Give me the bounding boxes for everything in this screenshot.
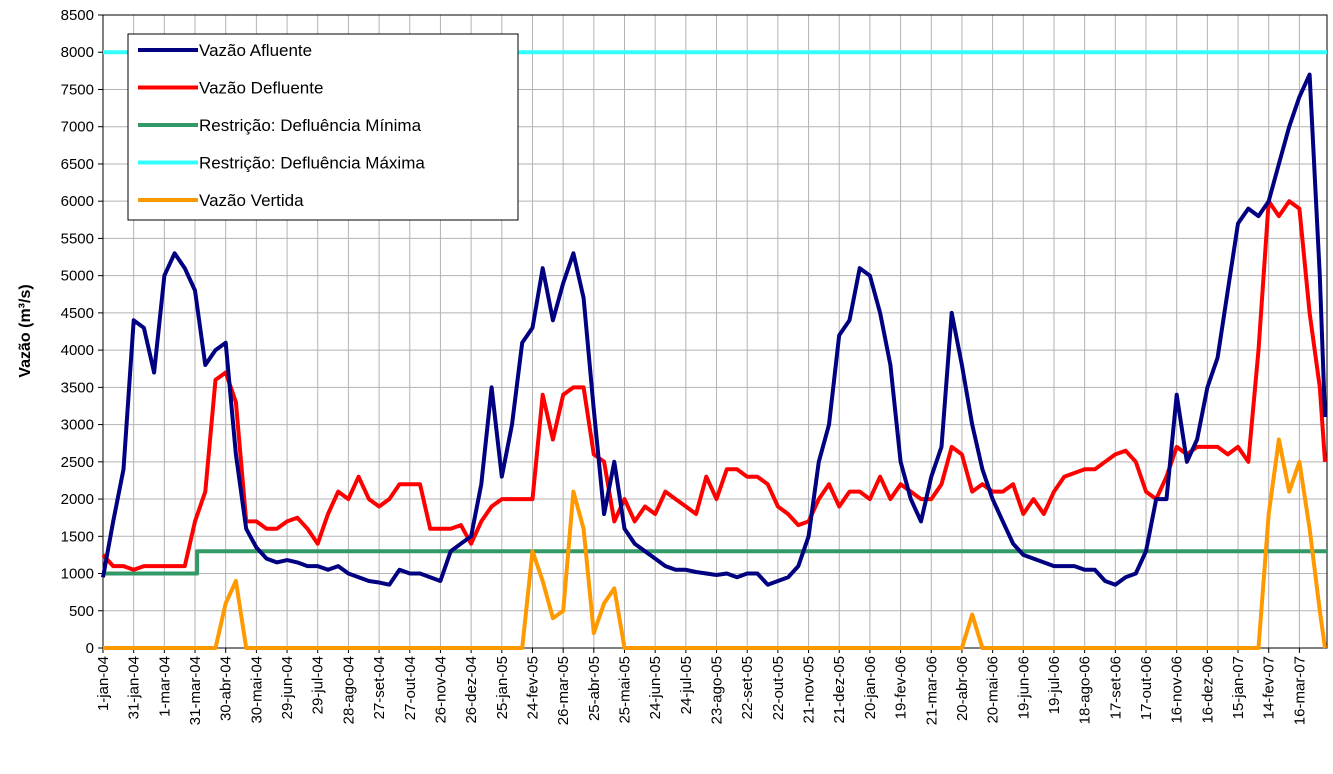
y-tick-label: 6500 — [61, 156, 94, 173]
x-tick-label: 21-nov-05 — [801, 656, 818, 724]
x-tick-label: 1-mar-04 — [156, 656, 173, 717]
y-tick-label: 0 — [86, 640, 94, 657]
y-tick-label: 2500 — [61, 454, 94, 471]
y-tick-label: 8000 — [61, 44, 94, 61]
y-tick-label: 2000 — [61, 491, 94, 508]
x-tick-label: 20-jan-06 — [862, 656, 879, 719]
x-tick-label: 31-jan-04 — [126, 656, 143, 719]
y-tick-label: 3500 — [61, 379, 94, 396]
x-tick-label: 19-jun-06 — [1015, 656, 1032, 719]
y-tick-label: 4500 — [61, 305, 94, 322]
x-tick-label: 14-fev-07 — [1261, 656, 1278, 719]
legend-label: Vazão Defluente — [199, 79, 323, 98]
x-tick-label: 16-mar-07 — [1291, 656, 1308, 725]
y-tick-label: 5500 — [61, 230, 94, 247]
x-tick-label: 23-ago-05 — [709, 656, 726, 724]
y-tick-label: 6000 — [61, 193, 94, 210]
y-tick-label: 7000 — [61, 119, 94, 136]
y-tick-label: 1500 — [61, 528, 94, 545]
legend-label: Restrição: Defluência Máxima — [199, 154, 425, 173]
x-tick-label: 22-set-05 — [739, 656, 756, 719]
x-tick-label: 31-mar-04 — [187, 656, 204, 725]
x-tick-label: 17-set-06 — [1107, 656, 1124, 719]
series-line — [101, 199, 1327, 572]
y-tick-label: 7500 — [61, 81, 94, 98]
y-tick-label: 4000 — [61, 342, 94, 359]
x-tick-label: 25-mai-05 — [617, 656, 634, 724]
series-line — [103, 437, 1327, 650]
y-axis-label: Vazão (m³/s) — [17, 284, 34, 377]
y-tick-label: 500 — [69, 603, 94, 620]
x-tick-label: 29-jul-04 — [310, 656, 327, 714]
x-tick-label: 21-dez-05 — [831, 656, 848, 724]
x-tick-label: 1-jan-04 — [95, 656, 112, 711]
x-tick-label: 25-jan-05 — [494, 656, 511, 719]
x-tick-label: 24-jun-05 — [647, 656, 664, 719]
legend-label: Vazão Afluente — [199, 41, 312, 60]
x-tick-label: 17-out-06 — [1138, 656, 1155, 720]
x-tick-label: 26-dez-04 — [463, 656, 480, 724]
legend-label: Vazão Vertida — [199, 191, 304, 210]
x-tick-label: 30-abr-04 — [218, 656, 235, 721]
series-line — [103, 549, 1327, 576]
x-tick-label: 26-mar-05 — [555, 656, 572, 725]
x-tick-label: 26-nov-04 — [432, 656, 449, 724]
x-tick-label: 24-jul-05 — [678, 656, 695, 714]
x-tick-label: 30-mai-04 — [248, 656, 265, 724]
x-tick-label: 20-mai-06 — [985, 656, 1002, 724]
x-tick-label: 15-jan-07 — [1230, 656, 1247, 719]
x-tick-label: 18-ago-06 — [1077, 656, 1094, 724]
y-tick-label: 5000 — [61, 268, 94, 285]
x-tick-label: 21-mar-06 — [923, 656, 940, 725]
x-tick-label: 19-fev-06 — [893, 656, 910, 719]
series-line — [101, 72, 1327, 587]
legend-label: Restrição: Defluência Mínima — [199, 116, 422, 135]
x-tick-label: 16-dez-06 — [1199, 656, 1216, 724]
x-tick-label: 27-out-04 — [402, 656, 419, 720]
x-tick-label: 25-abr-05 — [586, 656, 603, 721]
y-tick-label: 1000 — [61, 566, 94, 583]
x-tick-label: 19-jul-06 — [1046, 656, 1063, 714]
y-tick-label: 3000 — [61, 417, 94, 434]
x-tick-label: 28-ago-04 — [340, 656, 357, 724]
x-tick-label: 16-nov-06 — [1169, 656, 1186, 724]
x-tick-label: 29-jun-04 — [279, 656, 296, 719]
x-tick-label: 27-set-04 — [371, 656, 388, 719]
y-tick-label: 8500 — [61, 7, 94, 24]
x-tick-label: 22-out-05 — [770, 656, 787, 720]
x-tick-label: 20-abr-06 — [954, 656, 971, 721]
x-tick-label: 24-fev-05 — [524, 656, 541, 719]
